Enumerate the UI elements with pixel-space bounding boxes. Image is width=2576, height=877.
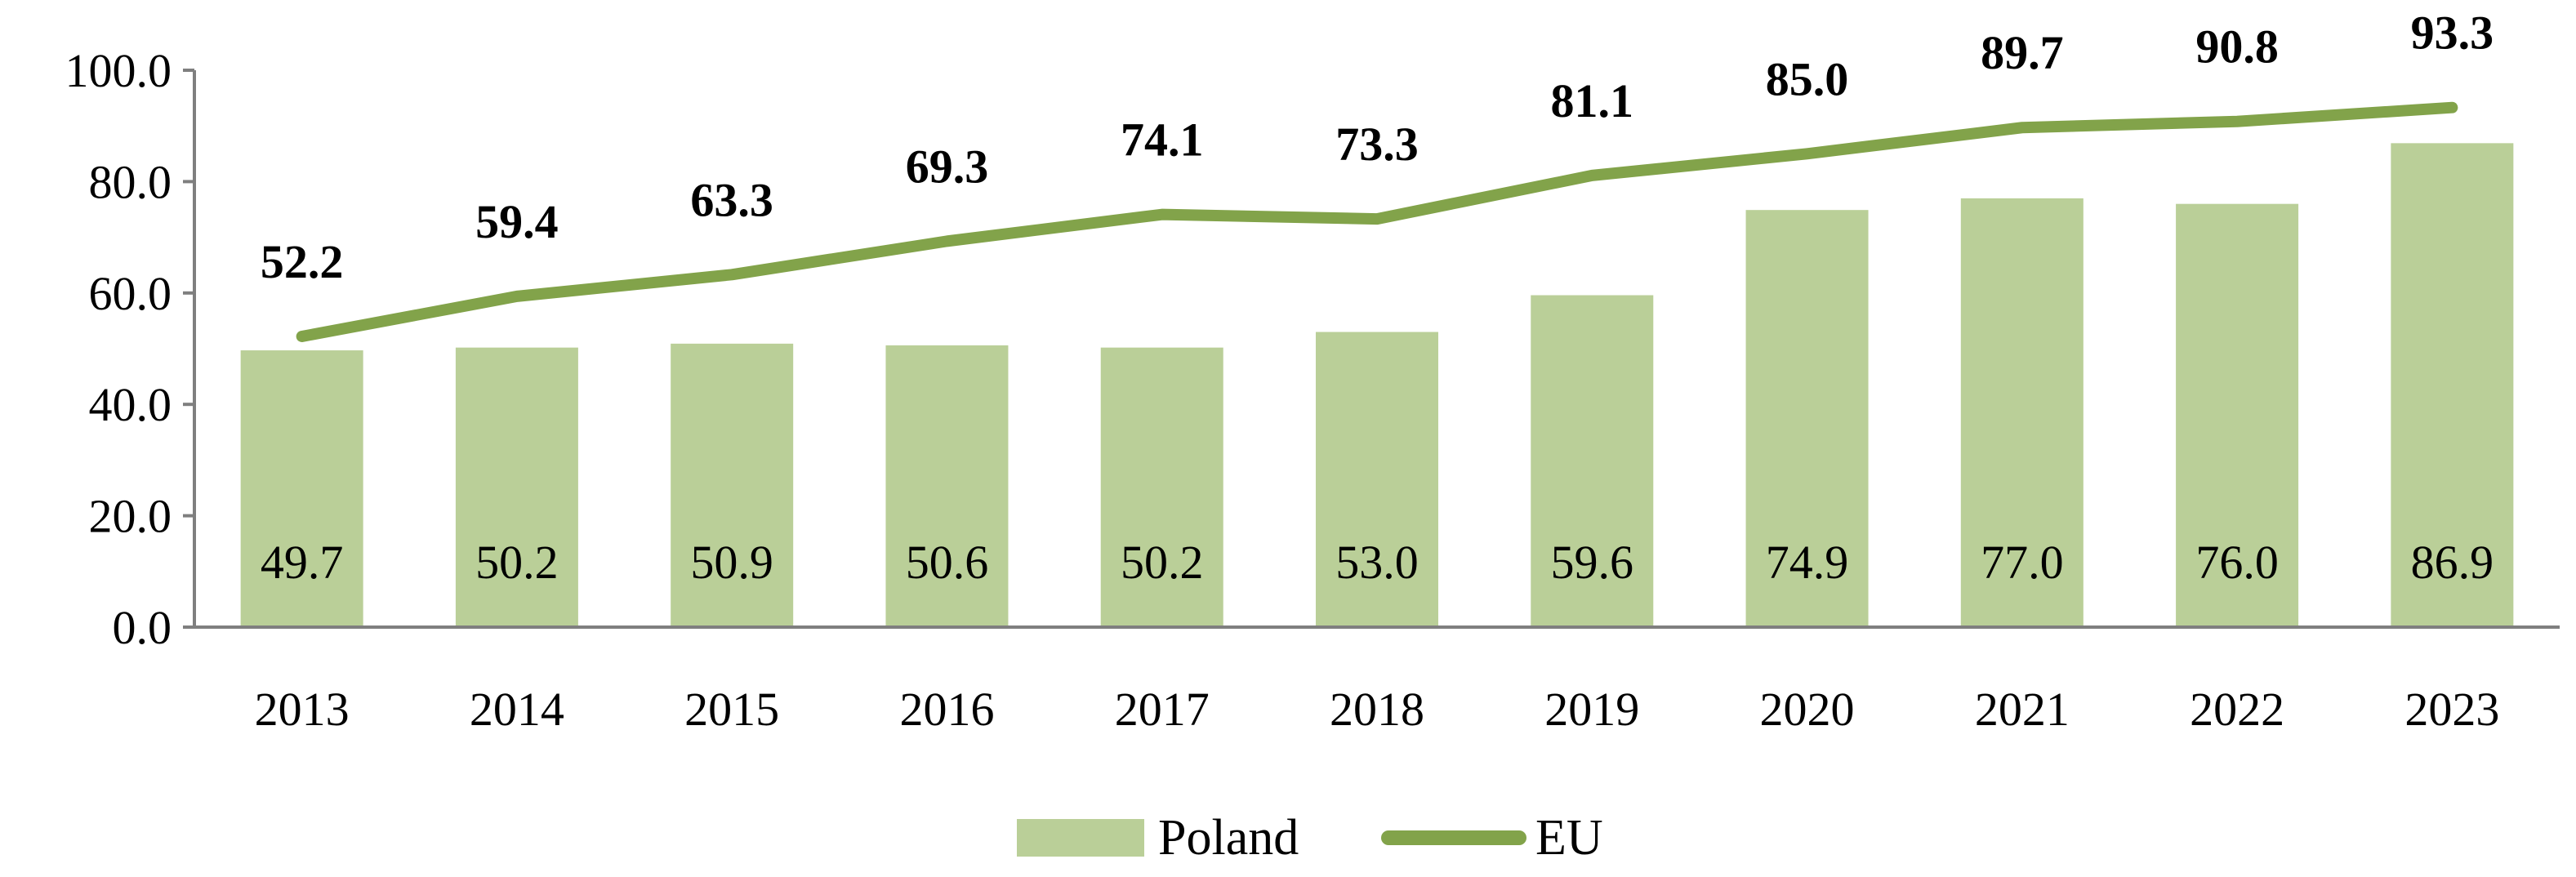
data-labels: 49.7 50.2 50.9 50.6 50.2 53.0 59.6 74.9 77.0 76.0…	[261, 7, 2494, 589]
legend-label-poland: Poland	[1158, 810, 1299, 866]
bar-poland-2019	[1531, 295, 1654, 627]
bar-label-poland-2015: 50.9	[690, 536, 773, 589]
bar-poland-2018	[1316, 332, 1438, 627]
line-label-eu-2015: 63.3	[690, 173, 773, 226]
x-tick-label-2016: 2016	[899, 683, 994, 736]
line-label-eu-2019: 81.1	[1551, 74, 1634, 127]
x-tick-label-2015: 2015	[684, 683, 779, 736]
x-tick-label-2020: 2020	[1760, 683, 1855, 736]
bar-label-poland-2014: 50.2	[475, 536, 559, 589]
bar-label-poland-2021: 77.0	[1981, 536, 2064, 589]
legend-label-eu: EU	[1535, 810, 1603, 866]
eu-line-series	[296, 101, 2458, 342]
x-tick-label-2013: 2013	[255, 683, 350, 736]
line-label-eu-2014: 59.4	[475, 195, 559, 248]
legend-swatch-poland	[1017, 819, 1144, 857]
line-label-eu-2022: 90.8	[2195, 20, 2279, 73]
x-tick-label-2018: 2018	[1330, 683, 1424, 736]
bar-poland-2023	[2391, 143, 2514, 628]
y-tick-label: 40.0	[89, 378, 172, 431]
x-tick-label-2017: 2017	[1115, 683, 1210, 736]
line-label-eu-2023: 93.3	[2411, 7, 2494, 60]
y-tick-label: 80.0	[89, 155, 172, 208]
legend: Poland EU	[1017, 810, 1603, 866]
line-label-eu-2013: 52.2	[261, 235, 344, 288]
x-tick-label-2021: 2021	[1975, 683, 2070, 736]
y-tick-label: 60.0	[89, 267, 172, 320]
x-tick-label-2023: 2023	[2404, 683, 2499, 736]
axes: 0.0 20.0 40.0 60.0 80.0 100.0 2013 2014 2015 2016…	[65, 44, 2560, 736]
bar-label-poland-2020: 74.9	[1766, 536, 1849, 589]
x-tick-label-2014: 2014	[470, 683, 564, 736]
line-label-eu-2017: 74.1	[1121, 114, 1204, 167]
bar-poland-2013	[240, 350, 363, 627]
line-label-eu-2020: 85.0	[1766, 52, 1849, 105]
bar-label-poland-2018: 53.0	[1335, 536, 1419, 589]
bar-label-poland-2017: 50.2	[1121, 536, 1204, 589]
bar-poland-2017	[1100, 347, 1223, 627]
x-tick-label-2022: 2022	[2190, 683, 2284, 736]
poland-bars	[240, 143, 2514, 628]
bar-label-poland-2023: 86.9	[2411, 536, 2494, 589]
bar-label-poland-2019: 59.6	[1551, 536, 1634, 589]
line-eu	[296, 101, 2458, 342]
bar-poland-2022	[2176, 203, 2299, 627]
bar-poland-2015	[671, 343, 794, 627]
line-label-eu-2021: 89.7	[1981, 26, 2064, 79]
y-tick-label: 100.0	[65, 44, 172, 97]
line-label-eu-2016: 69.3	[906, 140, 989, 193]
bar-poland-2020	[1745, 210, 1869, 627]
bar-label-poland-2022: 76.0	[2195, 536, 2279, 589]
y-tick-label: 20.0	[89, 490, 172, 543]
bar-label-poland-2013: 49.7	[261, 536, 344, 589]
bar-poland-2014	[455, 347, 578, 627]
bar-label-poland-2016: 50.6	[906, 536, 989, 589]
bar-poland-2016	[885, 345, 1009, 627]
line-label-eu-2018: 73.3	[1335, 118, 1419, 171]
bar-poland-2021	[1960, 198, 2084, 628]
y-tick-label: 0.0	[113, 601, 172, 654]
x-tick-label-2019: 2019	[1544, 683, 1639, 736]
